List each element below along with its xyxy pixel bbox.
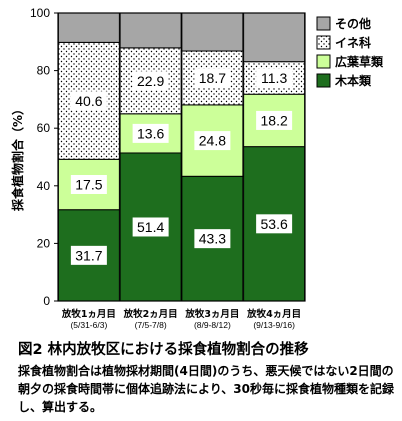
data-label-box-1-1 xyxy=(70,245,107,265)
data-label-box-1-2 xyxy=(70,175,107,195)
data-label-box-2-1 xyxy=(132,217,169,237)
bar-segment-4-4 xyxy=(243,12,306,63)
y-tick-label-2: 20 xyxy=(37,236,51,250)
data-label-box-1-3 xyxy=(70,91,107,111)
x-tick-label-2: 放牧2ヵ月目 xyxy=(123,308,178,320)
data-label-3-2: 24.8 xyxy=(199,133,226,149)
y-tick-label-3: 40 xyxy=(37,179,51,193)
data-label-box-2-2 xyxy=(132,123,169,143)
y-axis-title: 採食植物割合（%） xyxy=(10,103,25,211)
x-tick-label-4: 放牧4ヵ月目 xyxy=(246,308,301,320)
data-label-box-2-3 xyxy=(132,71,169,91)
bar-segment-2-4 xyxy=(119,12,182,49)
legend-swatch-3 xyxy=(316,54,331,69)
legend-label-1: その他 xyxy=(335,16,371,31)
data-label-2-1: 51.4 xyxy=(137,219,164,235)
x-tick-sublabel-1: (5/31-6/3) xyxy=(70,320,107,330)
bar-segment-4-3 xyxy=(243,61,306,95)
data-label-box-3-3 xyxy=(194,68,231,88)
data-label-1-1: 31.7 xyxy=(75,247,102,263)
legend-swatch-1 xyxy=(316,16,331,31)
data-label-1-3: 40.6 xyxy=(75,93,102,109)
y-tick-label-1: 0 xyxy=(43,294,50,308)
bar-segment-1-4 xyxy=(57,12,120,43)
y-tick-label-5: 80 xyxy=(37,64,51,78)
data-label-4-3: 11.3 xyxy=(261,70,287,86)
data-label-3-1: 43.3 xyxy=(199,231,226,247)
legend-label-2: イネ科 xyxy=(335,35,371,50)
legend-swatch-4 xyxy=(316,73,331,88)
data-label-box-3-2 xyxy=(194,131,231,151)
data-label-box-3-1 xyxy=(194,229,231,249)
legend-swatch-2 xyxy=(316,35,331,50)
data-label-2-3: 22.9 xyxy=(137,73,164,89)
legend-label-4: 木本類 xyxy=(334,73,372,88)
y-tick-label-6: 100 xyxy=(30,6,50,20)
x-tick-label-3: 放牧3ヵ月目 xyxy=(184,308,239,320)
data-label-1-2: 17.5 xyxy=(75,177,102,193)
data-label-box-4-3 xyxy=(256,68,293,88)
y-tick-label-4: 60 xyxy=(37,121,51,135)
data-label-2-2: 13.6 xyxy=(137,125,164,141)
plot-frame xyxy=(57,12,306,302)
bar-segment-3-4 xyxy=(181,12,244,52)
x-tick-sublabel-4: (9/13-9/16) xyxy=(253,320,295,330)
figure-caption-title: 図2 林内放牧区における採食植物割合の推移 xyxy=(18,342,309,358)
data-label-4-2: 18.2 xyxy=(261,112,288,128)
x-tick-sublabel-2: (7/5-7/8) xyxy=(135,320,167,330)
x-tick-label-1: 放牧1ヵ月目 xyxy=(61,308,116,320)
figure-caption-body: 採食植物割合は植物採材期間(4日間)のうち、悪天候ではない2日間の朝夕の採食時間… xyxy=(18,364,394,414)
legend-label-3: 広葉草類 xyxy=(335,54,384,69)
x-tick-sublabel-3: (8/9-8/12) xyxy=(194,320,231,330)
chart: 31.7 17.5 40.6 51.4 13.6 22.9 43.3 24.8 18.7 53.6… xyxy=(10,6,384,330)
bar-segment-1-2 xyxy=(57,158,120,211)
data-label-4-1: 53.6 xyxy=(261,216,288,232)
data-label-box-4-2 xyxy=(256,110,293,130)
data-label-3-3: 18.7 xyxy=(199,70,226,86)
data-label-box-4-1 xyxy=(256,214,293,234)
